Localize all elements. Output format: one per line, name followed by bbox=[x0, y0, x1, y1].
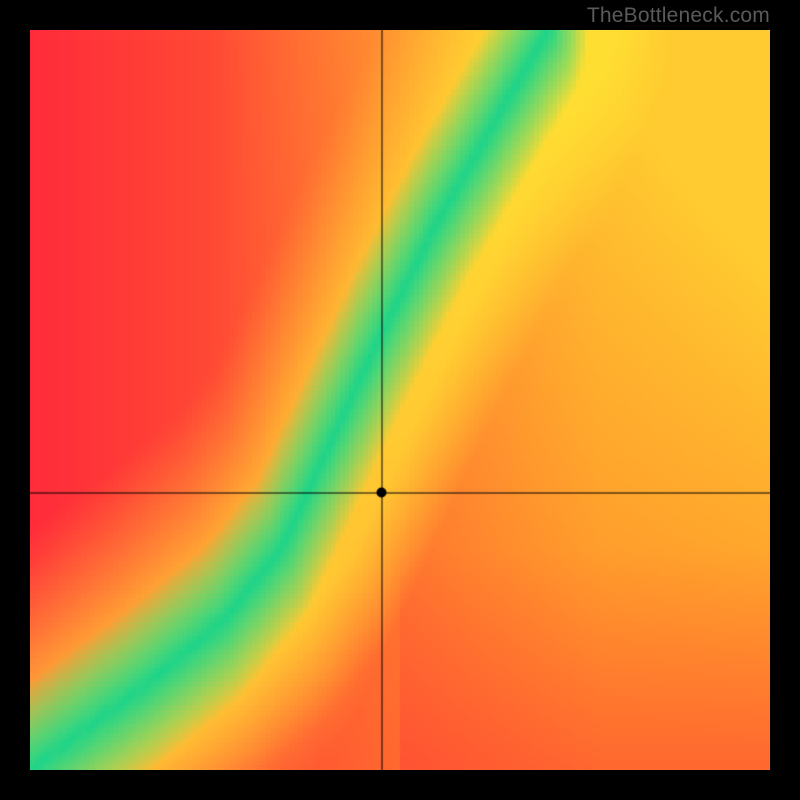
heatmap-canvas bbox=[30, 30, 770, 770]
chart-container: TheBottleneck.com bbox=[0, 0, 800, 800]
watermark-text: TheBottleneck.com bbox=[587, 4, 770, 28]
plot-area bbox=[30, 30, 770, 770]
